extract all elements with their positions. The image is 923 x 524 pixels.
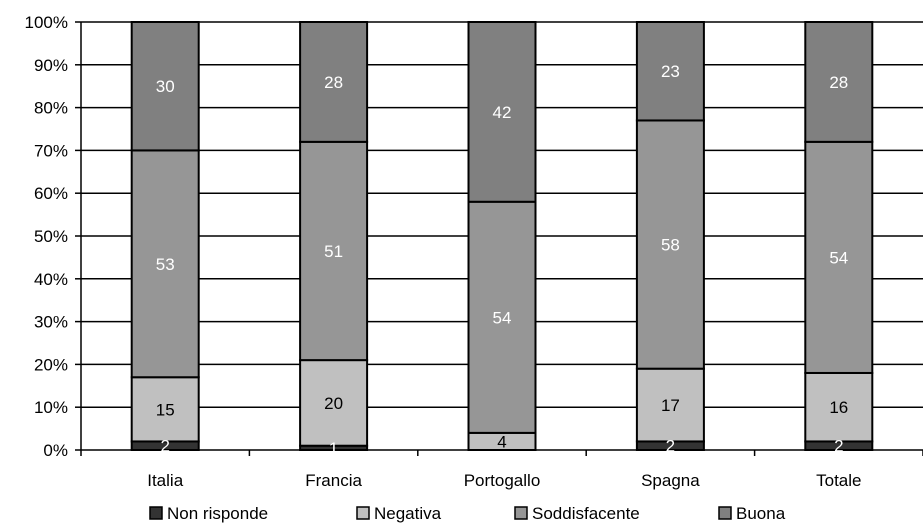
bar-segment [804, 21, 874, 143]
bar-segment [635, 119, 705, 370]
y-tick-label: 30% [34, 313, 68, 332]
bar-segment [299, 140, 369, 362]
data-label: 2 [834, 437, 843, 456]
y-tick-label: 90% [34, 56, 68, 75]
legend-item: Non risponde [149, 504, 268, 523]
data-label: 54 [493, 308, 512, 327]
y-tick-labels: 0% 10% 20% 30% 40% 50% 60% 70% 80% 90% 100% [25, 13, 81, 460]
data-label: 53 [156, 255, 175, 274]
y-tick-label: 40% [34, 270, 68, 289]
data-label: 54 [829, 248, 848, 267]
data-label: 51 [324, 242, 343, 261]
legend-label: Buona [736, 504, 786, 523]
legend-swatch [514, 506, 528, 520]
bars [130, 21, 874, 452]
legend: Non risponde Negativa Soddisfacente Buona [149, 504, 786, 523]
legend-swatch [718, 506, 732, 520]
x-tick-label: Italia [147, 471, 183, 490]
legend-label: Non risponde [167, 504, 268, 523]
legend-label: Soddisfacente [532, 504, 640, 523]
data-label: 20 [324, 394, 343, 413]
bar-segment [467, 200, 537, 434]
data-label: 2 [666, 437, 675, 456]
legend-item: Buona [718, 504, 786, 523]
y-tick-label: 100% [25, 13, 68, 32]
bar-segment [299, 21, 369, 143]
data-label: 28 [829, 73, 848, 92]
legend-label: Negativa [374, 504, 442, 523]
legend-swatch [149, 506, 163, 520]
data-label: 28 [324, 73, 343, 92]
data-label: 23 [661, 62, 680, 81]
bar-segment [130, 376, 200, 443]
bar-segment [635, 21, 705, 122]
x-tick-labels: Italia Francia Portogallo Spagna Totale [80, 450, 923, 490]
legend-item: Negativa [356, 504, 442, 523]
x-tick-label: Francia [305, 471, 362, 490]
data-label: 42 [493, 103, 512, 122]
x-tick-label: Totale [816, 471, 861, 490]
data-label: 1 [329, 439, 338, 458]
x-tick-label: Spagna [641, 471, 700, 490]
y-tick-label: 50% [34, 227, 68, 246]
bar-segment [804, 140, 874, 374]
y-tick-label: 60% [34, 184, 68, 203]
y-tick-label: 10% [34, 398, 68, 417]
data-label: 2 [160, 437, 169, 456]
data-label: 15 [156, 400, 175, 419]
data-label: 58 [661, 236, 680, 255]
bar-segment [130, 149, 200, 379]
bar-segment [635, 367, 705, 443]
y-tick-label: 0% [43, 441, 68, 460]
data-label: 4 [497, 432, 506, 451]
data-label: 30 [156, 77, 175, 96]
bar-segment [467, 21, 537, 203]
y-tick-label: 70% [34, 141, 68, 160]
data-label: 16 [829, 398, 848, 417]
x-tick-label: Portogallo [464, 471, 541, 490]
legend-item: Soddisfacente [514, 504, 640, 523]
legend-swatch [356, 506, 370, 520]
y-tick-label: 80% [34, 99, 68, 118]
data-label: 17 [661, 396, 680, 415]
y-tick-label: 20% [34, 355, 68, 374]
data-labels: 2 15 53 30 1 20 51 28 4 54 42 2 17 58 23 2 16 54 28 [156, 62, 849, 458]
bar-segment [130, 21, 200, 152]
